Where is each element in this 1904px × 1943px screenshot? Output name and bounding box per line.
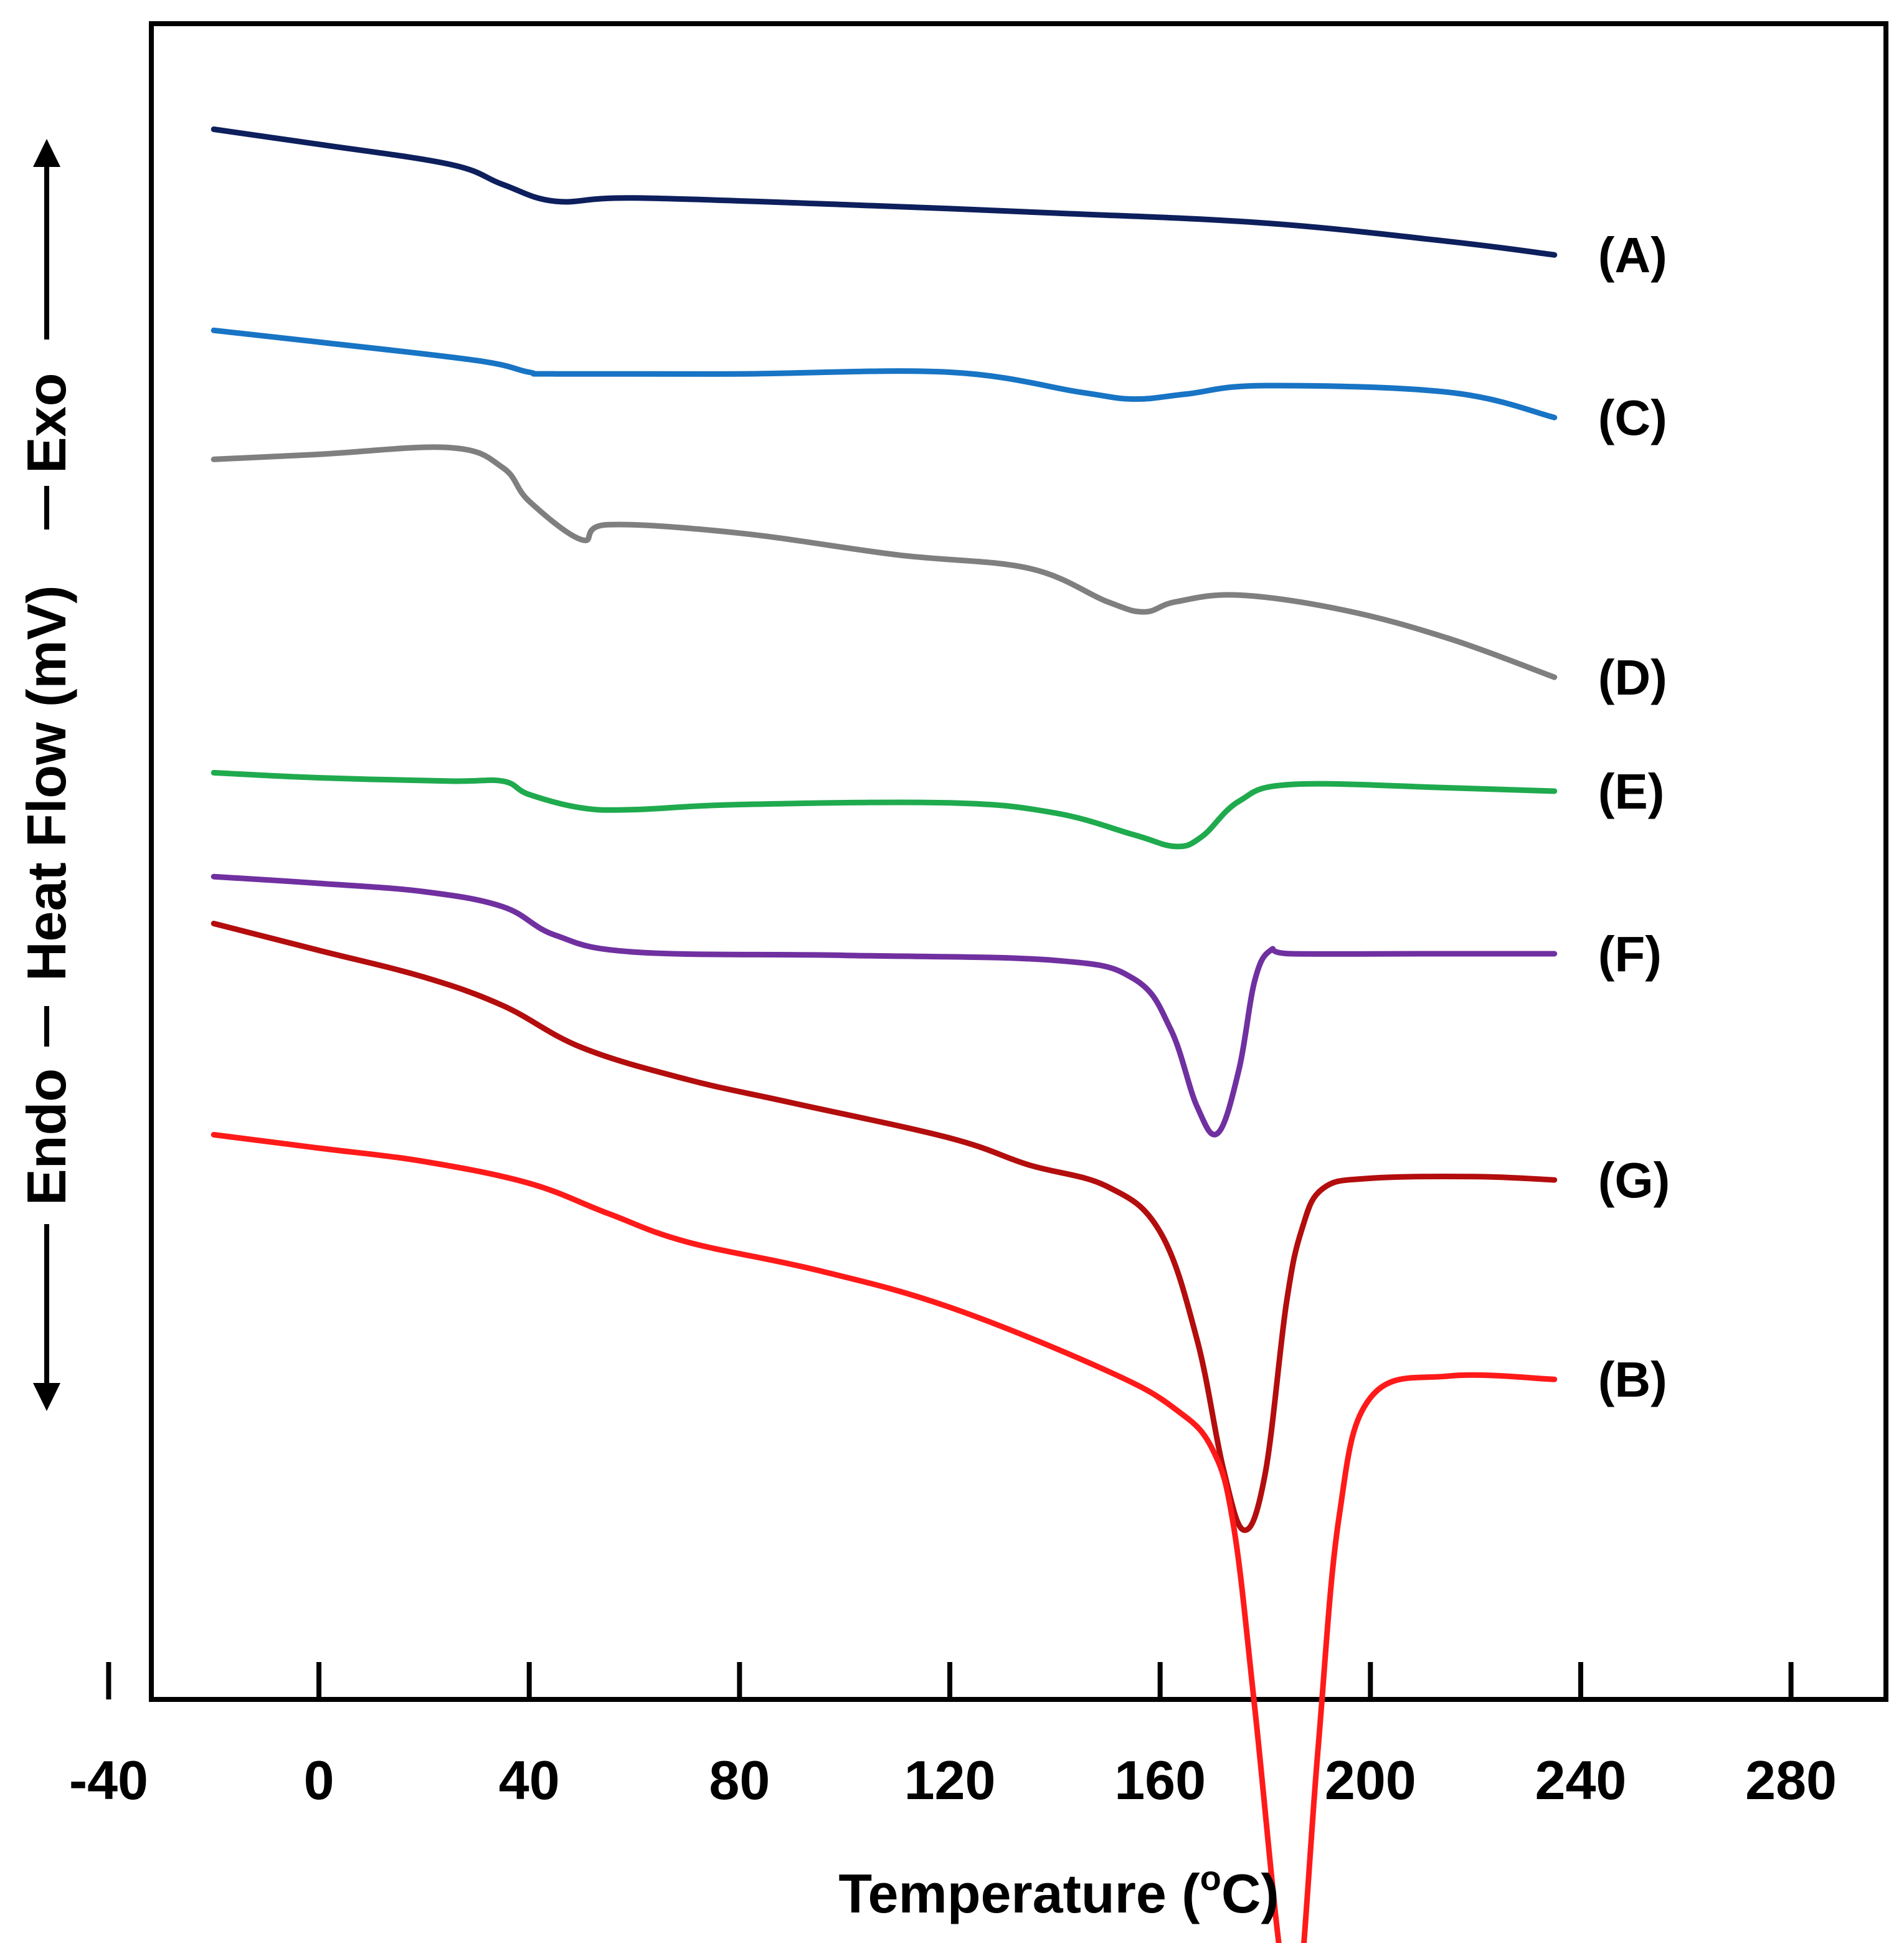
x-tick-label: 0 — [304, 1749, 334, 1811]
x-tick-label: 160 — [1114, 1749, 1206, 1811]
x-axis-tick-labels: -40 0 40 80 120 160 200 240 280 — [69, 1749, 1837, 1811]
exo-arrowhead — [33, 139, 60, 167]
series-label-d: (D) — [1598, 650, 1667, 705]
series-line-d — [211, 444, 1558, 680]
y-axis-label: Endo Heat Flow (mV) Exo — [16, 139, 77, 1411]
series-label-e: (E) — [1598, 764, 1665, 819]
plot-frame — [149, 21, 1888, 1702]
series-labels: (A) (C) (D) (E) (F) (G) (B) — [1598, 227, 1670, 1407]
y-label-endo: Endo — [16, 1068, 77, 1205]
x-axis-title: Temperature (oC) — [838, 1858, 1279, 1924]
series-label-b: (B) — [1598, 1352, 1667, 1407]
x-tick-label: 80 — [709, 1749, 770, 1811]
series-group — [211, 126, 1558, 1943]
x-axis-title-end: C) — [1221, 1863, 1279, 1924]
series-line-e — [211, 769, 1558, 850]
series-line-b — [211, 1132, 1558, 1943]
x-tick-label: 200 — [1325, 1749, 1416, 1811]
x-axis-title-superscript: o — [1200, 1858, 1221, 1898]
series-label-a: (A) — [1598, 227, 1667, 283]
x-axis-title-main: Temperature ( — [838, 1863, 1200, 1924]
x-tick-label: 240 — [1535, 1749, 1627, 1811]
x-tick-label: 280 — [1745, 1749, 1837, 1811]
series-label-f: (F) — [1598, 926, 1662, 982]
x-tick-label: -40 — [69, 1749, 148, 1811]
x-tick-label: 40 — [499, 1749, 560, 1811]
series-line-a — [211, 126, 1558, 258]
series-label-c: (C) — [1598, 390, 1667, 445]
y-label-heat-flow: Heat Flow (mV) — [16, 585, 77, 981]
x-axis-ticks — [106, 1662, 1794, 1699]
series-line-c — [211, 327, 1558, 420]
endo-arrowhead — [33, 1383, 60, 1411]
series-line-g — [211, 921, 1558, 1533]
x-tick-label: 120 — [904, 1749, 996, 1811]
series-line-f — [211, 873, 1558, 1138]
series-label-g: (G) — [1598, 1152, 1670, 1208]
y-label-exo: Exo — [16, 373, 77, 473]
